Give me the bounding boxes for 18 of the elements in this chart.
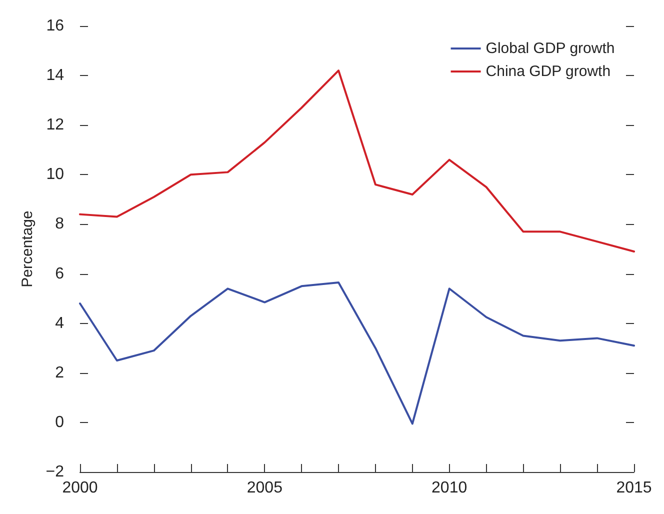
y-tick-label: −2 — [46, 464, 64, 480]
legend-label: China GDP growth — [486, 63, 611, 80]
y-tick-label: 10 — [46, 166, 64, 184]
y-tick-label: 2 — [55, 364, 64, 382]
x-tick-label: 2000 — [62, 480, 98, 496]
line-series — [79, 281, 635, 425]
y-tick-label: 0 — [55, 414, 64, 431]
legend-label: Global GDP growth — [486, 40, 615, 57]
y-axis-title: Percentage — [18, 210, 36, 288]
y-tick-label: 14 — [46, 67, 64, 84]
y-tick-label: 16 — [46, 18, 64, 34]
y-tick-label: 4 — [55, 314, 64, 332]
y-tick-label: 8 — [55, 216, 64, 233]
x-tick-label: 2015 — [616, 480, 652, 496]
x-tick-label: 2010 — [432, 480, 468, 496]
y-tick-label: 12 — [46, 116, 64, 134]
y-tick-label: 6 — [55, 265, 64, 282]
x-tick-label: 2005 — [246, 480, 283, 496]
